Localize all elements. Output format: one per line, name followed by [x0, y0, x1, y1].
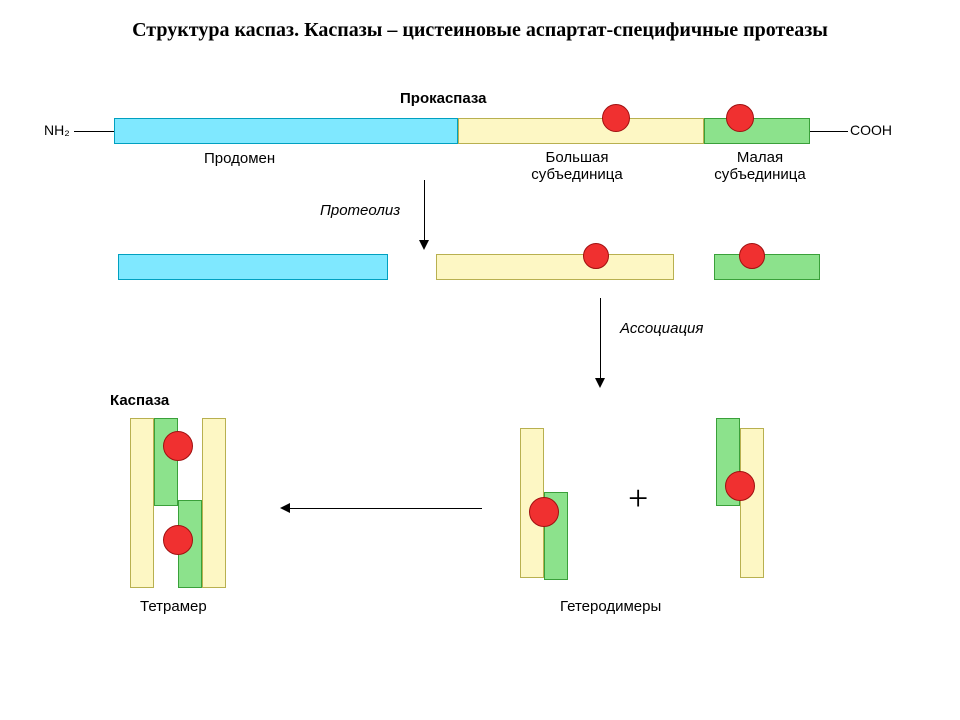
heterodimer1-site	[529, 497, 559, 527]
plus-icon: +	[628, 480, 648, 516]
tetramer-large-2	[202, 418, 226, 588]
caspase-label: Каспаза	[110, 392, 169, 409]
prodomain-box-2	[118, 254, 388, 280]
nh2-line	[74, 131, 114, 132]
arrow-association-head	[595, 378, 605, 388]
procaspase-label: Прокаспаза	[400, 90, 486, 107]
arrow-tetramer-head	[280, 503, 290, 513]
small-subunit-label: Малая субъединица	[700, 150, 820, 183]
arrow-tetramer	[290, 508, 482, 509]
arrow-proteolysis	[424, 180, 425, 240]
tetramer-site-1	[163, 431, 193, 461]
active-site-1	[602, 104, 630, 132]
arrow-association	[600, 298, 601, 378]
arrow-proteolysis-head	[419, 240, 429, 250]
nh2-label: NH₂	[44, 122, 70, 138]
tetramer-label: Тетрамер	[140, 598, 207, 615]
large-subunit-box-2	[436, 254, 674, 280]
prodomain-box-1	[114, 118, 458, 144]
page-title: Структура каспаз. Каспазы – цистеиновые …	[0, 18, 960, 43]
tetramer-site-2	[163, 525, 193, 555]
cooh-label: COOH	[850, 122, 892, 138]
cooh-line	[810, 131, 848, 132]
active-site-2	[726, 104, 754, 132]
tetramer-large-1	[130, 418, 154, 588]
prodomain-label: Продомен	[204, 150, 275, 167]
large-subunit-label: Большая субъединица	[492, 150, 662, 183]
proteolysis-label: Протеолиз	[320, 202, 400, 219]
association-label: Ассоциация	[620, 320, 703, 337]
small-subunit-box-2	[714, 254, 820, 280]
active-site-4	[739, 243, 765, 269]
heterodimer2-site	[725, 471, 755, 501]
heterodimer2-large	[740, 428, 764, 578]
small-subunit-box-1	[704, 118, 810, 144]
active-site-3	[583, 243, 609, 269]
large-subunit-box-1	[458, 118, 704, 144]
heterodimers-label: Гетеродимеры	[560, 598, 661, 615]
